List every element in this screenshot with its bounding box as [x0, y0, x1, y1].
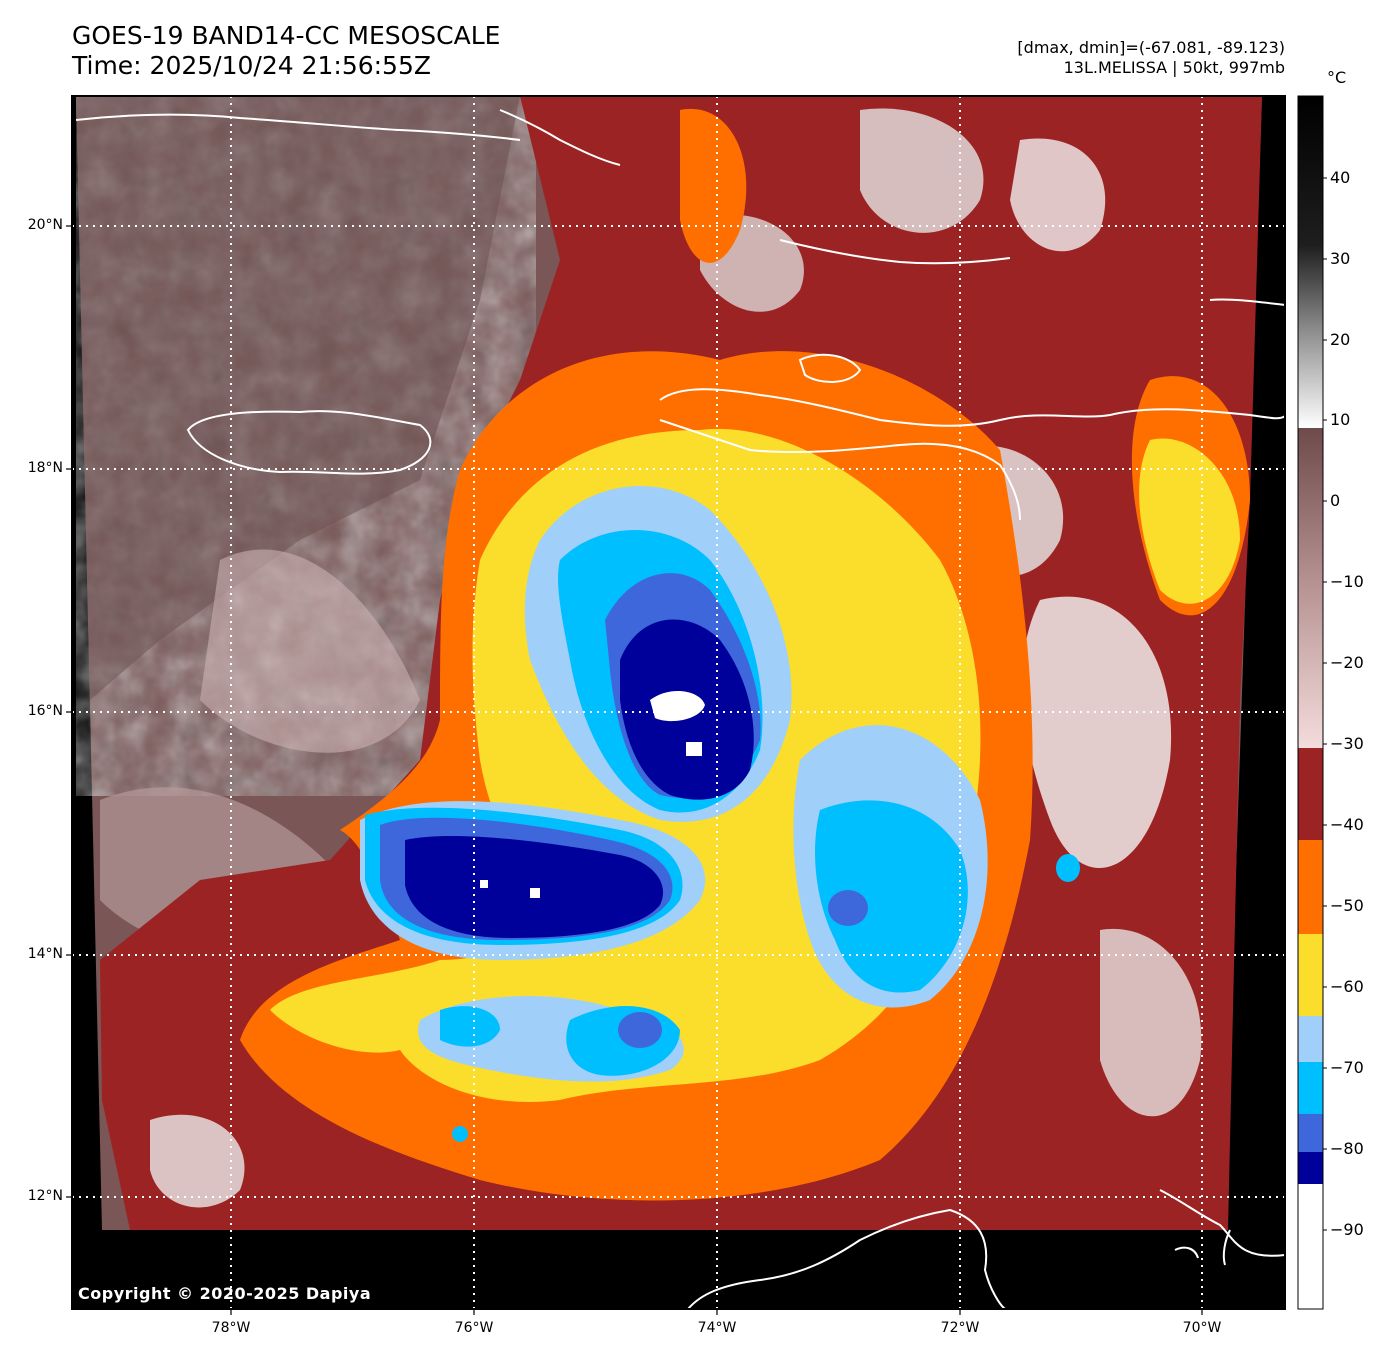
- lat-label-18n: 18°N: [27, 460, 63, 476]
- colorbar-tick-10: 10: [1330, 410, 1351, 429]
- lat-label-14n: 14°N: [27, 946, 63, 962]
- map-frame: [71, 95, 1286, 1310]
- axis-ticks: [66, 225, 1203, 1315]
- south-america-coast: [687, 1208, 1006, 1309]
- colorbar-tick-minus-90: −90: [1330, 1220, 1364, 1239]
- colorbar-tick-20: 20: [1330, 330, 1351, 349]
- lon-label-74w: 74°W: [697, 1320, 737, 1336]
- lon-label-70w: 70°W: [1182, 1320, 1222, 1336]
- colorbar-tick-minus-80: −80: [1330, 1139, 1364, 1158]
- colorbar-tick-minus-30: −30: [1330, 734, 1364, 753]
- colorbar-tick-minus-70: −70: [1330, 1058, 1364, 1077]
- colorbar-tick-minus-20: −20: [1330, 653, 1364, 672]
- lat-label-20n: 20°N: [27, 217, 63, 233]
- range-info: [dmax, dmin]=(-67.081, -89.123): [1017, 38, 1285, 57]
- colorbar-tick-30: 30: [1330, 249, 1351, 268]
- colorbar: [1297, 95, 1327, 1310]
- lon-label-72w: 72°W: [940, 1320, 980, 1336]
- colorbar-tick-minus-10: −10: [1330, 572, 1364, 591]
- storm-info: 13L.MELISSA | 50kt, 997mb: [1063, 58, 1285, 77]
- lat-label-16n: 16°N: [27, 703, 63, 719]
- colorbar-tick-40: 40: [1330, 168, 1351, 187]
- copyright-text: Copyright © 2020-2025 Dapiya: [78, 1284, 372, 1303]
- coastlines: [75, 109, 1285, 1309]
- colorbar-tick-0: 0: [1330, 491, 1341, 510]
- cuba-coast: [75, 113, 521, 141]
- lat-label-12n: 12°N: [27, 1188, 63, 1204]
- lon-label-78w: 78°W: [211, 1320, 251, 1336]
- colorbar-tick-minus-50: −50: [1330, 896, 1364, 915]
- title-line-1: GOES-19 BAND14-CC MESOSCALE: [72, 21, 501, 50]
- title-line-2: Time: 2025/10/24 21:56:55Z: [72, 51, 431, 80]
- colorbar-tick-minus-60: −60: [1330, 977, 1364, 996]
- hispaniola-coast: [659, 388, 1285, 427]
- lon-label-76w: 76°W: [454, 1320, 494, 1336]
- jamaica-coast: [186, 410, 432, 475]
- colorbar-unit: °C: [1327, 68, 1347, 87]
- colorbar-tick-minus-40: −40: [1330, 815, 1364, 834]
- cloud-top-core-south: [405, 835, 664, 938]
